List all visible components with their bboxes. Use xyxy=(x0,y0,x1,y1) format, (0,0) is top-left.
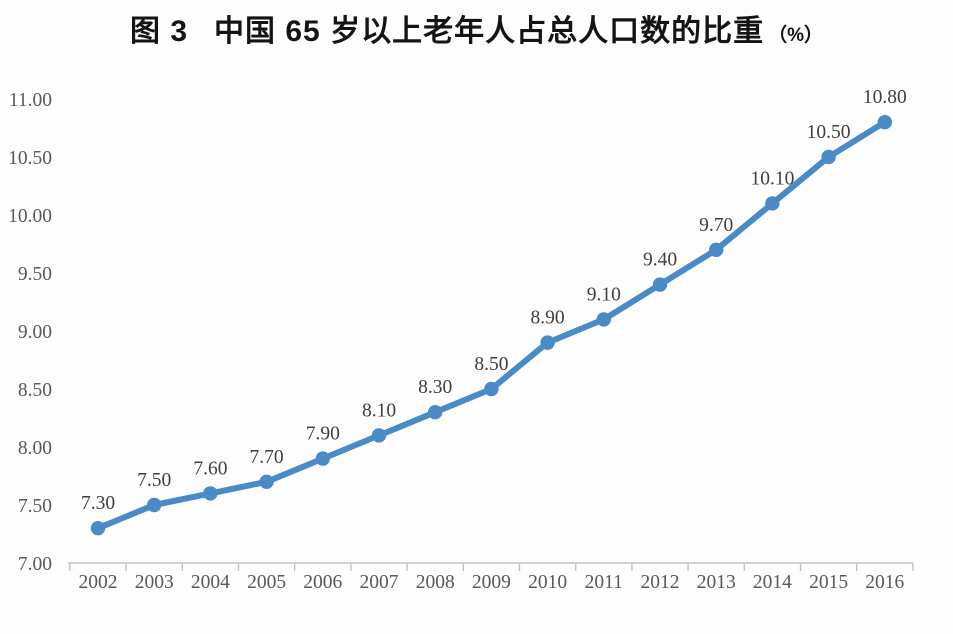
y-tick-label: 8.00 xyxy=(18,438,52,459)
data-point-marker xyxy=(821,149,836,165)
x-tick-label: 2016 xyxy=(865,572,904,593)
x-tick-label: 2002 xyxy=(79,572,118,593)
data-point-label: 9.10 xyxy=(587,284,621,305)
x-tick-label: 2006 xyxy=(303,572,342,593)
y-tick-label: 7.00 xyxy=(18,554,52,575)
x-tick-label: 2003 xyxy=(135,572,174,593)
data-point-marker xyxy=(90,521,106,536)
x-tick-label: 2004 xyxy=(191,572,230,593)
data-point-marker xyxy=(428,405,443,420)
x-tick-label: 2015 xyxy=(809,572,848,593)
x-tick-label: 2008 xyxy=(416,572,455,593)
figure-title-text: 中国 65 岁以上老年人占总人口数的比重 xyxy=(214,15,765,48)
x-tick-label: 2009 xyxy=(472,572,511,593)
data-point-marker xyxy=(709,242,724,257)
data-point-label: 10.50 xyxy=(807,122,851,143)
y-tick-label: 9.00 xyxy=(18,322,52,343)
y-tick-label: 10.50 xyxy=(8,148,52,169)
data-point-marker xyxy=(371,428,387,443)
data-point-label: 7.30 xyxy=(81,493,115,514)
data-point-label: 9.70 xyxy=(699,215,733,236)
y-tick-label: 8.50 xyxy=(18,380,52,401)
data-point-label: 10.10 xyxy=(750,168,794,189)
y-tick-label: 10.00 xyxy=(8,206,52,227)
y-tick-label: 7.50 xyxy=(18,496,52,517)
data-point-label: 7.90 xyxy=(306,424,340,445)
data-point-marker xyxy=(765,196,780,211)
data-point-label: 8.30 xyxy=(418,377,452,398)
data-point-label: 8.10 xyxy=(362,400,396,421)
x-tick-label: 2011 xyxy=(585,572,623,593)
data-point-label: 9.40 xyxy=(643,250,677,271)
y-tick-label: 11.00 xyxy=(9,90,52,111)
figure-title: 图 3 中国 65 岁以上老年人占总人口数的比重 （%） xyxy=(0,6,953,50)
y-tick-label: 9.50 xyxy=(18,264,52,285)
x-tick-label: 2010 xyxy=(528,572,567,593)
data-point-label: 10.80 xyxy=(863,87,907,108)
figure-number: 图 3 xyxy=(130,15,189,48)
data-point-label: 7.70 xyxy=(250,447,284,468)
data-point-label: 7.60 xyxy=(193,458,227,479)
data-point-marker xyxy=(484,381,499,397)
data-point-label: 7.50 xyxy=(137,470,171,491)
x-tick-label: 2007 xyxy=(360,572,399,593)
data-point-marker xyxy=(315,451,330,466)
data-point-marker xyxy=(652,277,668,292)
data-point-marker xyxy=(540,335,555,350)
x-tick-label: 2012 xyxy=(641,572,680,593)
data-point-marker xyxy=(147,497,162,513)
data-point-marker xyxy=(203,486,218,501)
data-point-marker xyxy=(596,312,611,327)
x-tick-label: 2005 xyxy=(247,572,286,593)
data-point-label: 8.50 xyxy=(474,354,508,375)
figure-title-unit: （%） xyxy=(768,25,823,46)
data-point-marker xyxy=(877,115,892,130)
data-point-marker xyxy=(259,474,274,489)
x-tick-label: 2014 xyxy=(753,572,792,593)
data-point-label: 8.90 xyxy=(531,308,565,329)
x-tick-label: 2013 xyxy=(697,572,736,593)
